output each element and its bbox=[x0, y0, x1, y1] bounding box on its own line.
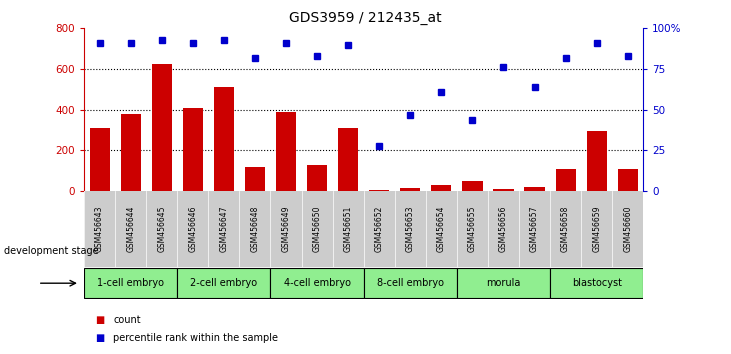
Text: development stage: development stage bbox=[4, 246, 98, 256]
Text: GSM456644: GSM456644 bbox=[126, 206, 135, 252]
Text: 2-cell embryo: 2-cell embryo bbox=[190, 278, 257, 288]
Text: GSM456660: GSM456660 bbox=[624, 206, 632, 252]
FancyBboxPatch shape bbox=[270, 268, 363, 298]
Bar bbox=[462, 181, 482, 191]
Bar bbox=[151, 64, 172, 191]
Bar bbox=[400, 188, 420, 191]
Bar bbox=[245, 167, 265, 191]
Text: GSM456645: GSM456645 bbox=[157, 206, 166, 252]
Text: GSM456650: GSM456650 bbox=[313, 206, 322, 252]
Bar bbox=[493, 189, 514, 191]
Text: GSM456654: GSM456654 bbox=[437, 206, 446, 252]
Text: 4-cell embryo: 4-cell embryo bbox=[284, 278, 351, 288]
Bar bbox=[369, 190, 390, 191]
Text: morula: morula bbox=[486, 278, 520, 288]
Text: GSM456646: GSM456646 bbox=[189, 206, 197, 252]
Text: GSM456643: GSM456643 bbox=[95, 206, 104, 252]
Text: GSM456652: GSM456652 bbox=[375, 206, 384, 252]
FancyBboxPatch shape bbox=[177, 268, 270, 298]
Bar bbox=[183, 108, 203, 191]
Text: GSM456647: GSM456647 bbox=[219, 206, 228, 252]
Bar bbox=[556, 169, 576, 191]
Bar bbox=[276, 112, 296, 191]
Text: GSM456659: GSM456659 bbox=[592, 206, 601, 252]
Bar bbox=[338, 128, 358, 191]
Text: count: count bbox=[113, 315, 141, 325]
Bar bbox=[307, 165, 327, 191]
Text: ■: ■ bbox=[95, 333, 105, 343]
Bar bbox=[121, 114, 141, 191]
Bar bbox=[618, 169, 638, 191]
Text: GDS3959 / 212435_at: GDS3959 / 212435_at bbox=[289, 11, 442, 25]
Text: GSM456656: GSM456656 bbox=[499, 206, 508, 252]
Text: 1-cell embryo: 1-cell embryo bbox=[97, 278, 164, 288]
FancyBboxPatch shape bbox=[363, 268, 457, 298]
Text: ■: ■ bbox=[95, 315, 105, 325]
Text: GSM456655: GSM456655 bbox=[468, 206, 477, 252]
FancyBboxPatch shape bbox=[457, 268, 550, 298]
Bar bbox=[89, 128, 110, 191]
Bar bbox=[213, 87, 234, 191]
FancyBboxPatch shape bbox=[84, 268, 177, 298]
Bar bbox=[586, 131, 607, 191]
Bar bbox=[524, 187, 545, 191]
Text: GSM456649: GSM456649 bbox=[281, 206, 290, 252]
Text: 8-cell embryo: 8-cell embryo bbox=[376, 278, 444, 288]
Text: GSM456658: GSM456658 bbox=[561, 206, 570, 252]
Text: GSM456651: GSM456651 bbox=[344, 206, 352, 252]
Text: GSM456653: GSM456653 bbox=[406, 206, 414, 252]
FancyBboxPatch shape bbox=[550, 268, 643, 298]
Text: GSM456648: GSM456648 bbox=[251, 206, 260, 252]
Text: percentile rank within the sample: percentile rank within the sample bbox=[113, 333, 279, 343]
Bar bbox=[431, 185, 452, 191]
Text: blastocyst: blastocyst bbox=[572, 278, 621, 288]
Text: GSM456657: GSM456657 bbox=[530, 206, 539, 252]
